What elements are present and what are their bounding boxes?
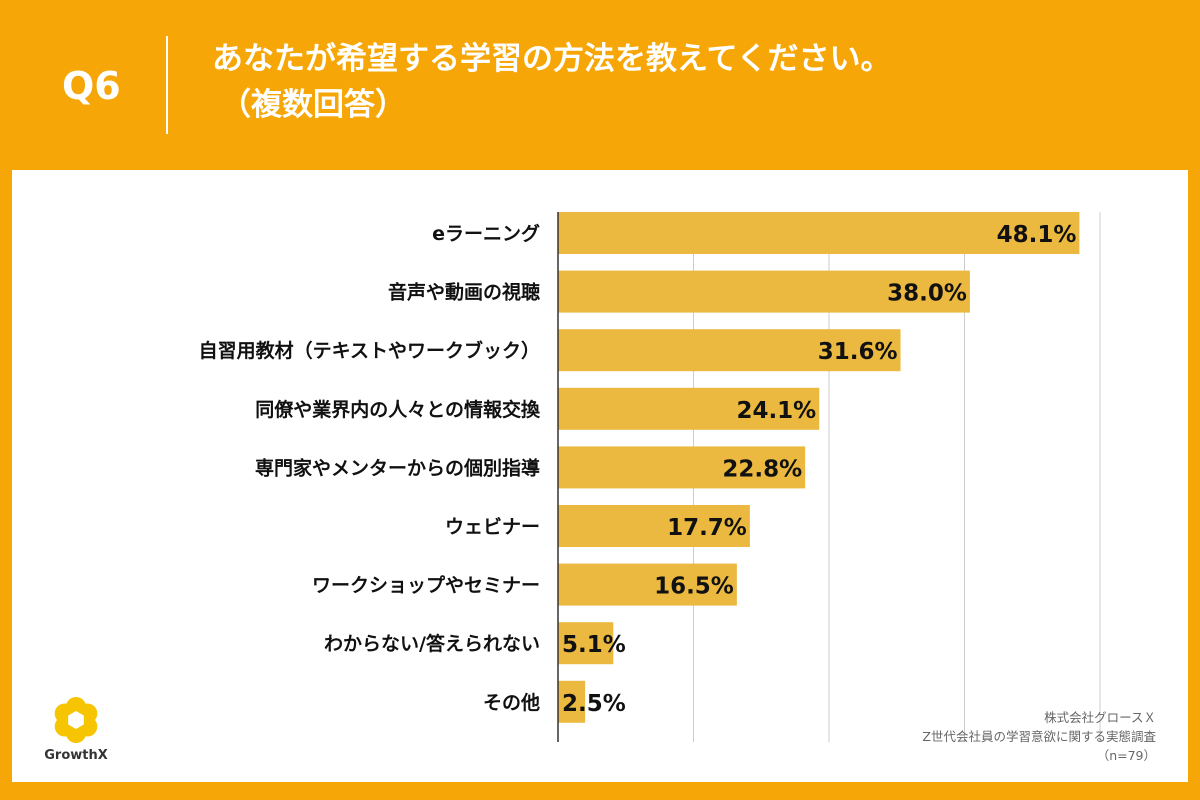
bar-3: [558, 387, 820, 430]
category-label-4: 専門家やメンターからの個別指導: [255, 456, 540, 479]
category-label-1: 音声や動画の視聴: [388, 281, 540, 304]
value-label-1: 38.0%: [887, 281, 967, 307]
category-label-8: その他: [483, 691, 540, 714]
category-label-2: 自習用教材（テキストやワークブック）: [199, 339, 540, 362]
bar-2: [558, 329, 901, 372]
source-sample: （n=79）: [1096, 748, 1156, 763]
value-label-0: 48.1%: [997, 222, 1077, 248]
header-divider: [166, 36, 168, 134]
header: Q6 あなたが希望する学習の方法を教えてください。 （複数回答）: [0, 0, 1200, 170]
bar-0: [558, 212, 1080, 254]
category-label-3: 同僚や業界内の人々との情報交換: [255, 398, 541, 421]
question-title: あなたが希望する学習の方法を教えてください。 （複数回答）: [212, 36, 1172, 128]
growthx-logo: GrowthX: [34, 690, 118, 780]
value-label-7: 5.1%: [562, 632, 626, 658]
bar-chart: eラーニング 48.1% 音声や動画の視聴 38.0% 自習用教材（テキストやワークブッ…: [199, 212, 1101, 742]
value-label-2: 31.6%: [818, 339, 898, 365]
source-note: 株式会社グロースＸ Z世代会社員の学習意欲に関する実態調査 （n=79）: [756, 708, 1156, 765]
bar-1: [558, 270, 970, 313]
growthx-logo-text: GrowthX: [44, 748, 108, 763]
category-label-6: ワークショップやセミナー: [312, 574, 540, 597]
category-label-5: ウェビナー: [445, 516, 540, 538]
value-label-5: 17.7%: [667, 515, 747, 541]
value-label-6: 16.5%: [654, 574, 734, 600]
bar-5: [558, 505, 750, 547]
value-label-4: 22.8%: [722, 456, 802, 482]
growthx-logo-icon: [54, 697, 98, 743]
question-number: Q6: [62, 64, 121, 108]
source-survey: Z世代会社員の学習意欲に関する実態調査: [922, 729, 1156, 744]
value-label-8: 2.5%: [562, 691, 626, 717]
category-label-0: eラーニング: [432, 222, 540, 245]
bar-8: [558, 680, 586, 723]
question-title-sub: （複数回答）: [220, 87, 406, 123]
chart-panel: eラーニング 48.1% 音声や動画の視聴 38.0% 自習用教材（テキストやワークブッ…: [12, 170, 1188, 782]
bar-4: [558, 446, 806, 489]
category-label-7: わからない/答えられない: [324, 632, 540, 655]
bar-7: [558, 622, 614, 665]
value-label-3: 24.1%: [736, 398, 816, 424]
question-title-main: あなたが希望する学習の方法を教えてください。: [212, 41, 892, 77]
source-company: 株式会社グロースＸ: [1044, 710, 1156, 725]
bar-6: [558, 563, 737, 606]
